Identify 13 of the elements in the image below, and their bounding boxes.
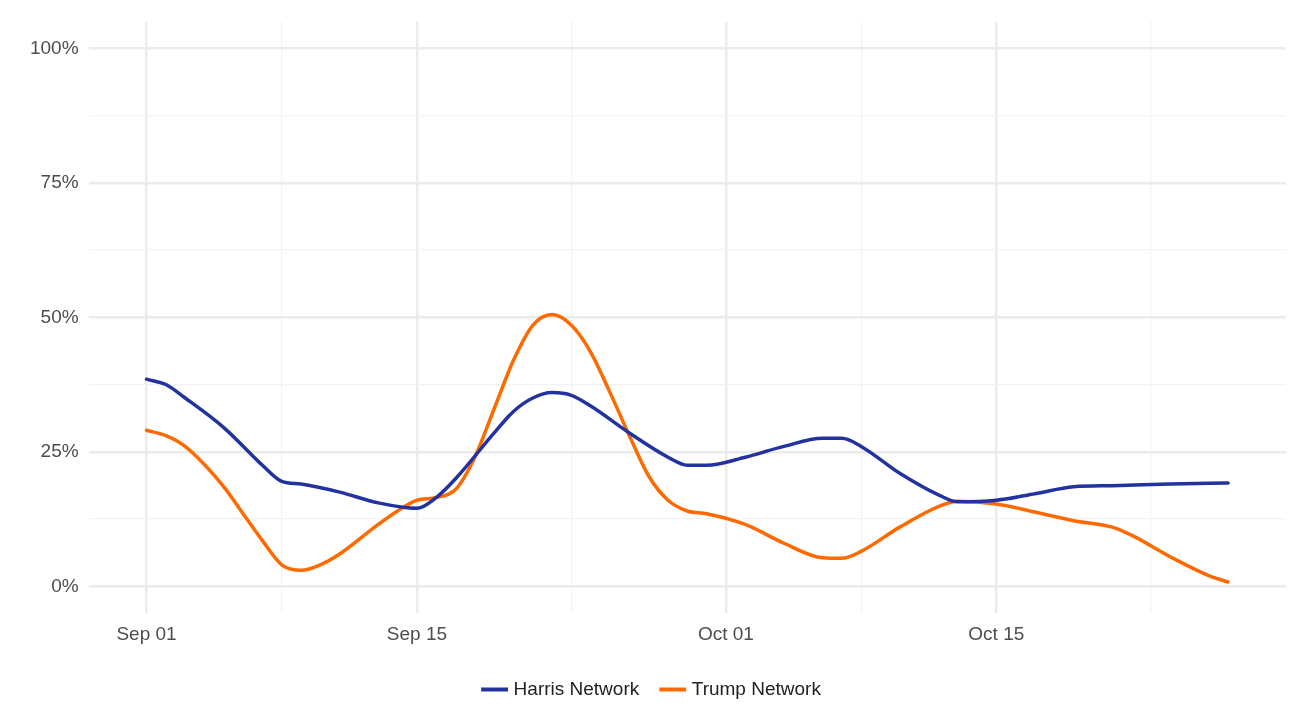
x-tick-label: Sep 01 — [116, 622, 177, 644]
y-tick-label: 50% — [40, 305, 79, 327]
legend-label: Harris Network — [513, 677, 640, 699]
y-tick-label: 0% — [51, 574, 79, 596]
y-tick-label: 100% — [29, 36, 79, 58]
legend-label: Trump Network — [691, 677, 822, 699]
x-tick-label: Sep 15 — [386, 622, 448, 644]
line-series — [144, 312, 1230, 584]
y-tick-label: 75% — [40, 171, 79, 193]
x-tick-label: Oct 15 — [968, 622, 1025, 644]
line-series — [144, 377, 1230, 511]
x-tick-label: Oct 01 — [697, 622, 754, 644]
y-tick-label: 25% — [40, 440, 79, 462]
